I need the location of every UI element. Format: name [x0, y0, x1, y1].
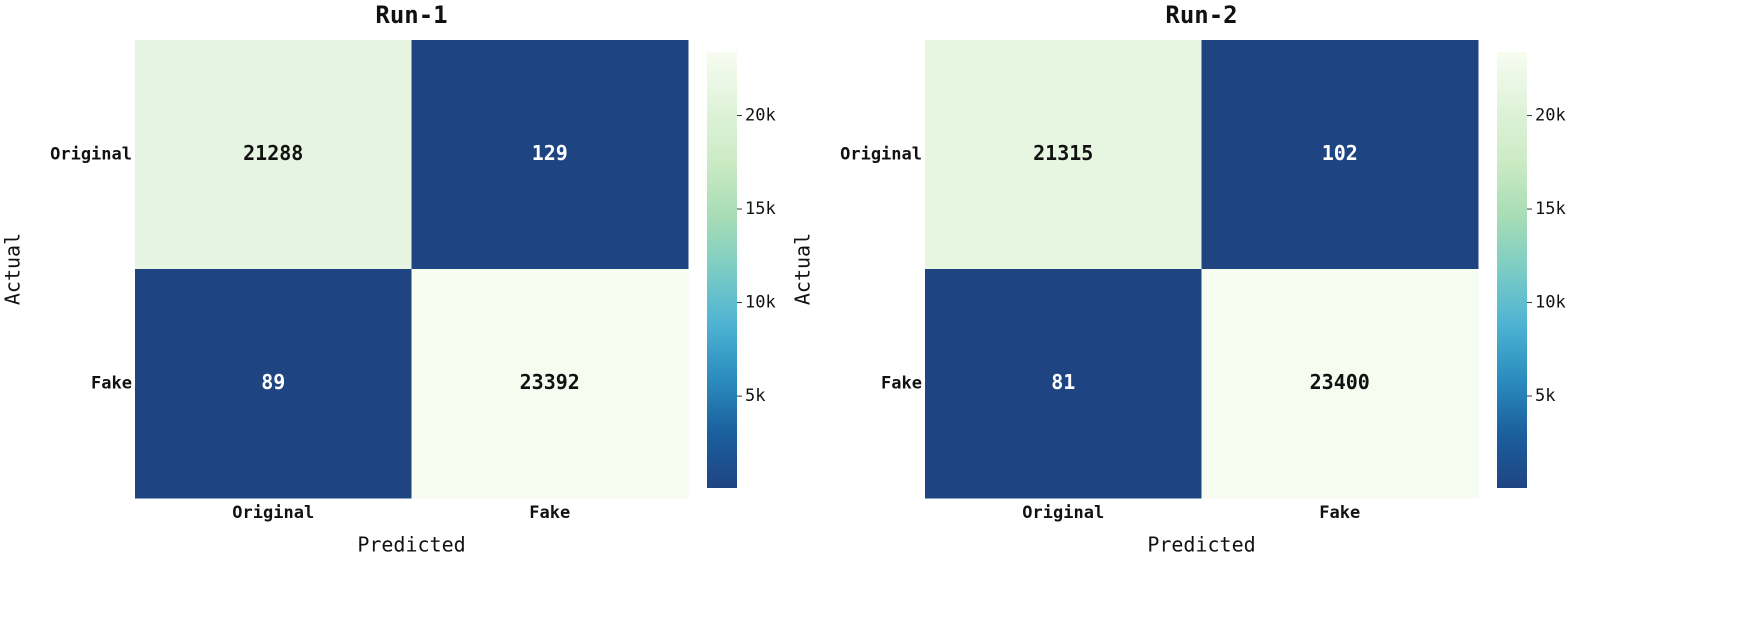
x-axis-label: Predicted	[357, 533, 465, 557]
y-tick-label: Fake	[91, 374, 132, 394]
heatmap-cell	[411, 269, 689, 499]
cell-value: 89	[261, 370, 285, 394]
heatmap-cell	[135, 269, 412, 499]
colorbar-tick-label: 15k	[745, 199, 776, 219]
colorbar-tick-label: 5k	[1535, 386, 1555, 406]
x-tick-label: Original	[1022, 503, 1104, 523]
colorbar	[707, 52, 737, 488]
cell-value: 21288	[243, 141, 303, 165]
cell-value: 102	[1322, 141, 1358, 165]
x-tick-label: Fake	[529, 503, 570, 523]
colorbar-tick-label: 15k	[1535, 199, 1566, 219]
colorbar-tick-label: 20k	[745, 105, 776, 125]
cell-value: 23400	[1310, 370, 1370, 394]
y-tick-label: Original	[840, 145, 922, 165]
y-axis-label: Actual	[1, 233, 25, 305]
x-axis-label: Predicted	[1147, 533, 1255, 557]
heatmap-cell	[1201, 40, 1479, 270]
x-tick-label: Original	[232, 503, 314, 523]
heatmap-cell	[135, 40, 412, 270]
colorbar-tick-label: 20k	[1535, 106, 1566, 126]
heatmap-cell	[925, 40, 1202, 270]
chart-title: Run-1	[375, 1, 447, 29]
y-tick-label: Fake	[881, 374, 922, 394]
colorbar-tick-label: 10k	[745, 293, 776, 313]
heatmap-cell	[411, 40, 689, 270]
y-axis-label: Actual	[791, 233, 815, 305]
heatmap-cell	[1201, 269, 1479, 499]
heatmap-panel: Run-1 21288 129 89 23392 Original Fake Original…	[1, 1, 776, 557]
cell-value: 129	[532, 141, 568, 165]
cell-value: 21315	[1033, 141, 1093, 165]
cell-value: 23392	[520, 370, 580, 394]
heatmap-cell	[925, 269, 1202, 499]
chart-title: Run-2	[1165, 1, 1237, 29]
y-tick-label: Original	[50, 145, 132, 165]
colorbar-tick-label: 10k	[1535, 293, 1566, 313]
heatmap-panel: Run-2 21315 102 81 23400 Original Fake Original…	[791, 1, 1566, 557]
colorbar	[1497, 52, 1527, 488]
colorbar-tick-label: 5k	[745, 386, 765, 406]
cell-value: 81	[1051, 370, 1075, 394]
x-tick-label: Fake	[1319, 503, 1360, 523]
